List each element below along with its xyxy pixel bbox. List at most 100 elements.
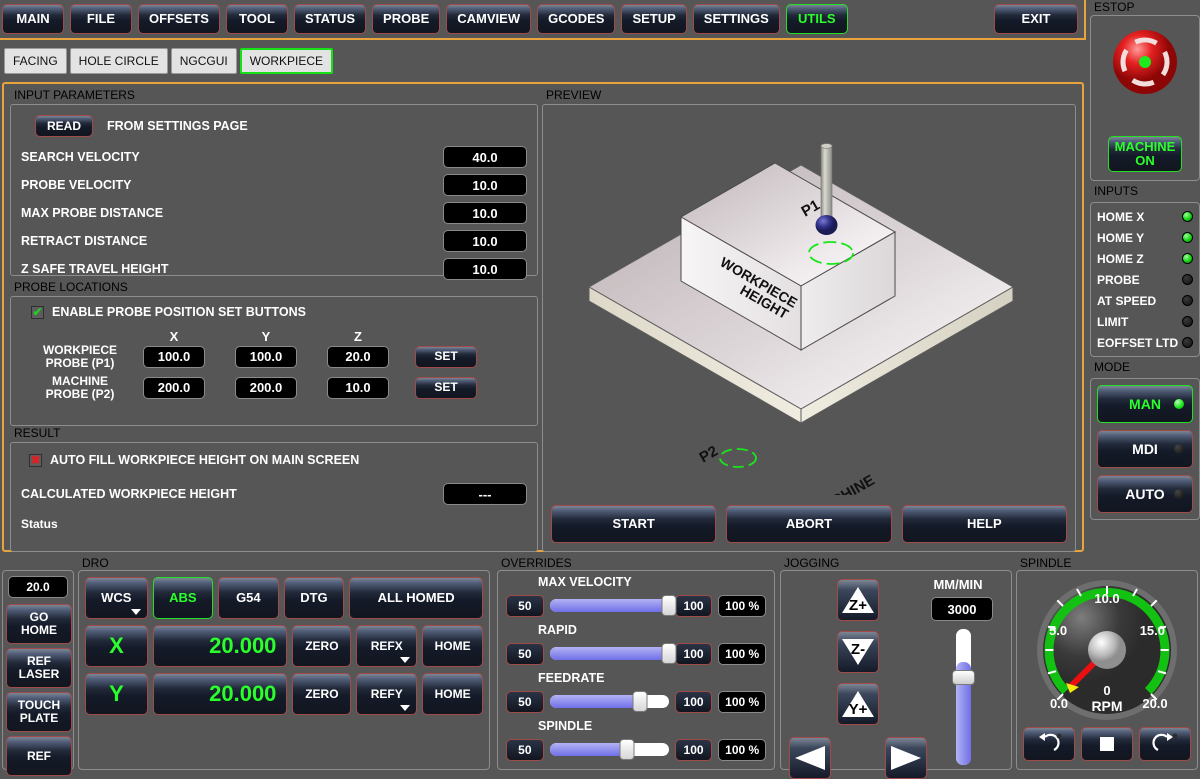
- abort-button[interactable]: ABORT: [726, 505, 892, 543]
- axis-label-y[interactable]: Y: [85, 673, 148, 715]
- subtab-workpiece[interactable]: WORKPIECE: [239, 48, 334, 74]
- tab-camview[interactable]: CAMVIEW: [446, 4, 532, 34]
- max-probe-distance-input[interactable]: 10.0: [443, 202, 527, 224]
- spindle-min[interactable]: 50: [506, 738, 544, 761]
- go-home-button[interactable]: GO HOME: [6, 604, 72, 644]
- estop-button-icon[interactable]: [1109, 26, 1181, 98]
- p1-z-input[interactable]: 20.0: [327, 345, 389, 368]
- tab-utils[interactable]: UTILS: [785, 4, 848, 34]
- jog-x-minus-button[interactable]: [789, 737, 831, 779]
- tab-status[interactable]: STATUS: [293, 4, 367, 34]
- overrides-title: OVERRIDES: [501, 556, 572, 570]
- wcs-button[interactable]: WCS: [85, 577, 148, 619]
- zero-x-button[interactable]: ZERO: [292, 625, 352, 667]
- spindle-cw-button[interactable]: [1139, 727, 1191, 761]
- tab-offsets[interactable]: OFFSETS: [138, 4, 220, 34]
- feedrate-slider[interactable]: [549, 691, 669, 712]
- mode-button-mdi[interactable]: MDI: [1097, 430, 1193, 468]
- preview-illustration: P1 P2 WORKPIECE HEIGHT MACHINE BASE: [543, 105, 1075, 495]
- touch-value-field[interactable]: 20.0: [8, 576, 68, 598]
- tab-setup[interactable]: SETUP: [621, 4, 687, 34]
- ref-button[interactable]: REF: [6, 736, 72, 776]
- refy-button[interactable]: REFY: [356, 673, 418, 715]
- p2-set-button[interactable]: SET: [415, 376, 477, 399]
- exit-button[interactable]: EXIT: [994, 4, 1078, 34]
- home-x-button[interactable]: HOME: [422, 625, 483, 667]
- rapid-min[interactable]: 50: [506, 642, 544, 665]
- retract-distance-input[interactable]: 10.0: [443, 230, 527, 252]
- dro-axis-row-y: Y 20.000 ZERO REFY HOME: [85, 673, 483, 715]
- dtg-button[interactable]: DTG: [283, 577, 345, 619]
- abs-button[interactable]: ABS: [152, 577, 214, 619]
- touch-plate-button[interactable]: TOUCH PLATE: [6, 692, 72, 732]
- checkbox-x-icon[interactable]: ✖: [29, 453, 42, 467]
- rapid-max[interactable]: 100: [674, 642, 713, 665]
- home-y-button[interactable]: HOME: [422, 673, 483, 715]
- triangle-down-icon: Z-: [842, 639, 874, 665]
- spindle-slider[interactable]: [549, 739, 669, 760]
- override-row-max-velocity: 50 100 100 %: [506, 592, 766, 619]
- refx-button[interactable]: REFX: [356, 625, 418, 667]
- probe-velocity-input[interactable]: 10.0: [443, 174, 527, 196]
- spindle-stop-button[interactable]: [1081, 727, 1133, 761]
- autofill-row[interactable]: ✖ AUTO FILL WORKPIECE HEIGHT ON MAIN SCR…: [21, 453, 527, 467]
- param-row-probe-velocity: PROBE VELOCITY 10.0: [21, 171, 527, 199]
- result-title: RESULT: [14, 426, 61, 440]
- help-button[interactable]: HELP: [901, 505, 1067, 543]
- triangle-left-icon: [795, 746, 825, 770]
- jog-z-plus-button[interactable]: Z+: [837, 579, 879, 621]
- p1-y-input[interactable]: 100.0: [235, 345, 297, 368]
- checkbox-checked-icon[interactable]: ✔: [31, 305, 44, 319]
- jog-rate-slider[interactable]: [952, 629, 975, 765]
- search-velocity-input[interactable]: 40.0: [443, 146, 527, 168]
- g54-button[interactable]: G54: [218, 577, 279, 619]
- rapid-slider[interactable]: [549, 643, 677, 664]
- calculated-height-value: ---: [443, 483, 527, 505]
- tab-file[interactable]: FILE: [70, 4, 132, 34]
- machine-on-line1: MACHINE: [1114, 139, 1176, 155]
- feedrate-min[interactable]: 50: [506, 690, 544, 713]
- axis-label-x[interactable]: X: [85, 625, 148, 667]
- p2-x-input[interactable]: 200.0: [143, 376, 205, 399]
- tab-label: GCODES: [548, 11, 605, 27]
- tab-tool[interactable]: TOOL: [225, 4, 288, 34]
- max-velocity-max[interactable]: 100: [674, 594, 713, 617]
- preview-label-machine-1: MACHINE: [809, 472, 878, 495]
- jog-rate-input[interactable]: 3000: [931, 597, 993, 621]
- status-led: [1182, 253, 1193, 264]
- start-button[interactable]: START: [551, 505, 717, 543]
- read-button[interactable]: READ: [35, 115, 93, 137]
- subtab-hole-circle[interactable]: HOLE CIRCLE: [69, 48, 168, 74]
- axis-value-x[interactable]: 20.000: [152, 625, 288, 667]
- p2-y-input[interactable]: 200.0: [235, 376, 297, 399]
- tab-main[interactable]: MAIN: [2, 4, 64, 34]
- mode-button-man[interactable]: MAN: [1097, 385, 1193, 423]
- jog-x-plus-button[interactable]: [885, 737, 927, 779]
- enable-probe-set-row[interactable]: ✔ ENABLE PROBE POSITION SET BUTTONS: [21, 305, 527, 319]
- subtab-facing[interactable]: FACING: [4, 48, 67, 74]
- read-from-settings-label: FROM SETTINGS PAGE: [107, 119, 248, 133]
- max-velocity-min[interactable]: 50: [506, 594, 544, 617]
- feedrate-max[interactable]: 100: [674, 690, 713, 713]
- axis-value-y[interactable]: 20.000: [152, 673, 288, 715]
- all-homed-button[interactable]: ALL HOMED: [349, 577, 483, 619]
- spindle-max[interactable]: 100: [674, 738, 713, 761]
- max-velocity-slider[interactable]: [549, 595, 677, 616]
- tab-settings[interactable]: SETTINGS: [692, 4, 780, 34]
- spindle-ccw-button[interactable]: [1023, 727, 1075, 761]
- ref-laser-button[interactable]: REF LASER: [6, 648, 72, 688]
- tab-probe[interactable]: PROBE: [372, 4, 441, 34]
- ref-line1: REF: [27, 748, 51, 763]
- p1-set-button[interactable]: SET: [415, 345, 477, 368]
- machine-on-button[interactable]: MACHINE ON: [1108, 136, 1182, 172]
- p2-z-input[interactable]: 10.0: [327, 376, 389, 399]
- mode-button-auto[interactable]: AUTO: [1097, 475, 1193, 513]
- z-safe-travel-height-input[interactable]: 10.0: [443, 258, 527, 280]
- jog-z-minus-button[interactable]: Z-: [837, 631, 879, 673]
- p1-x-input[interactable]: 100.0: [143, 345, 205, 368]
- zero-y-button[interactable]: ZERO: [292, 673, 352, 715]
- tab-gcodes[interactable]: GCODES: [537, 4, 616, 34]
- jog-y-plus-button[interactable]: Y+: [837, 683, 879, 725]
- subtab-ngcgui[interactable]: NGCGUI: [170, 48, 237, 74]
- p1-set-label: SET: [434, 349, 458, 364]
